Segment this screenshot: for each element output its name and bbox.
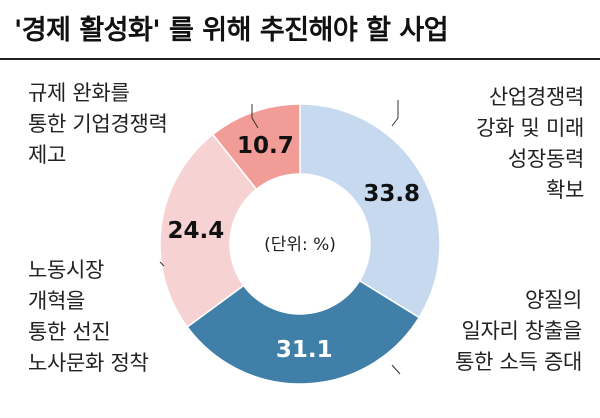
slice-regulation xyxy=(211,103,301,191)
title-divider xyxy=(0,58,600,60)
slice-labor xyxy=(159,133,258,329)
leader-jobs xyxy=(391,364,401,375)
leader-regulation xyxy=(251,104,259,129)
unit-label: (단위: %) xyxy=(264,235,336,255)
leader-labor xyxy=(159,261,165,267)
chart-title: '경제 활성화' 를 위해 추진해야 할 사업 xyxy=(14,15,449,46)
value-industry: 33.8 xyxy=(363,181,420,207)
slice-industry xyxy=(299,103,441,319)
value-regulation: 10.7 xyxy=(237,133,294,159)
slice-jobs xyxy=(186,279,421,385)
label-labor: 노동시장 개혁을 통한 선진 노사문화 정착 xyxy=(28,258,149,375)
leader-industry xyxy=(391,100,399,127)
value-jobs: 31.1 xyxy=(276,337,333,363)
label-industry: 산업경쟁력 강화 및 미래 성장동력 확보 xyxy=(476,85,584,202)
label-jobs: 양질의 일자리 창출을 통한 소득 증대 xyxy=(455,288,582,374)
label-regulation: 규제 완화를 통한 기업경쟁력 제고 xyxy=(28,81,168,167)
value-labor: 24.4 xyxy=(168,218,225,244)
